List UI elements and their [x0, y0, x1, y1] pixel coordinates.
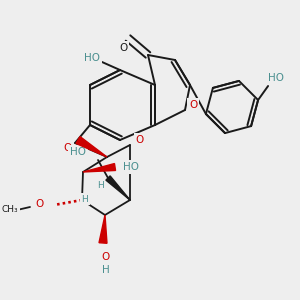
- Text: O: O: [189, 100, 197, 110]
- Text: O: O: [36, 199, 44, 209]
- Text: O: O: [119, 43, 127, 53]
- Text: O: O: [63, 143, 71, 153]
- Text: H: H: [102, 265, 110, 275]
- Polygon shape: [76, 136, 107, 157]
- Text: H: H: [97, 182, 104, 190]
- Text: HO: HO: [70, 147, 86, 157]
- Polygon shape: [83, 164, 116, 172]
- Text: O: O: [102, 252, 110, 262]
- Polygon shape: [106, 176, 130, 200]
- Text: O: O: [136, 135, 144, 145]
- Text: HO: HO: [123, 162, 139, 172]
- Text: HO: HO: [268, 73, 284, 83]
- Text: HO: HO: [84, 53, 100, 63]
- Text: CH₃: CH₃: [2, 206, 18, 214]
- Text: H: H: [82, 194, 88, 203]
- Polygon shape: [99, 215, 107, 243]
